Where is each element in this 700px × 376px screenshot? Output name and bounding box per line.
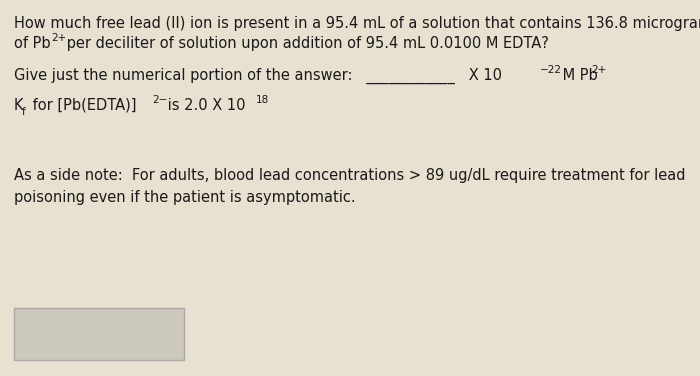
Text: How much free lead (II) ion is present in a 95.4 mL of a solution that contains : How much free lead (II) ion is present i…	[14, 16, 700, 31]
Text: 2+: 2+	[51, 33, 66, 43]
Text: M Pb: M Pb	[558, 68, 598, 83]
Text: poisoning even if the patient is asymptomatic.: poisoning even if the patient is asympto…	[14, 190, 356, 205]
Text: 18: 18	[256, 95, 270, 105]
Text: for [Pb(EDTA)]: for [Pb(EDTA)]	[28, 98, 136, 113]
Text: Give just the numerical portion of the answer:   ____________   X 10: Give just the numerical portion of the a…	[14, 68, 502, 84]
Text: f: f	[22, 107, 26, 117]
Text: −22: −22	[540, 65, 562, 75]
Text: of Pb: of Pb	[14, 36, 50, 51]
FancyBboxPatch shape	[14, 308, 184, 360]
Text: is 2.0 X 10: is 2.0 X 10	[163, 98, 246, 113]
Text: 2+: 2+	[591, 65, 606, 75]
Text: per deciliter of solution upon addition of 95.4 mL 0.0100 M EDTA?: per deciliter of solution upon addition …	[62, 36, 549, 51]
Text: As a side note:  For adults, blood lead concentrations > 89 ug/dL require treatm: As a side note: For adults, blood lead c…	[14, 168, 685, 183]
Text: 2−: 2−	[152, 95, 167, 105]
Text: K: K	[14, 98, 24, 113]
